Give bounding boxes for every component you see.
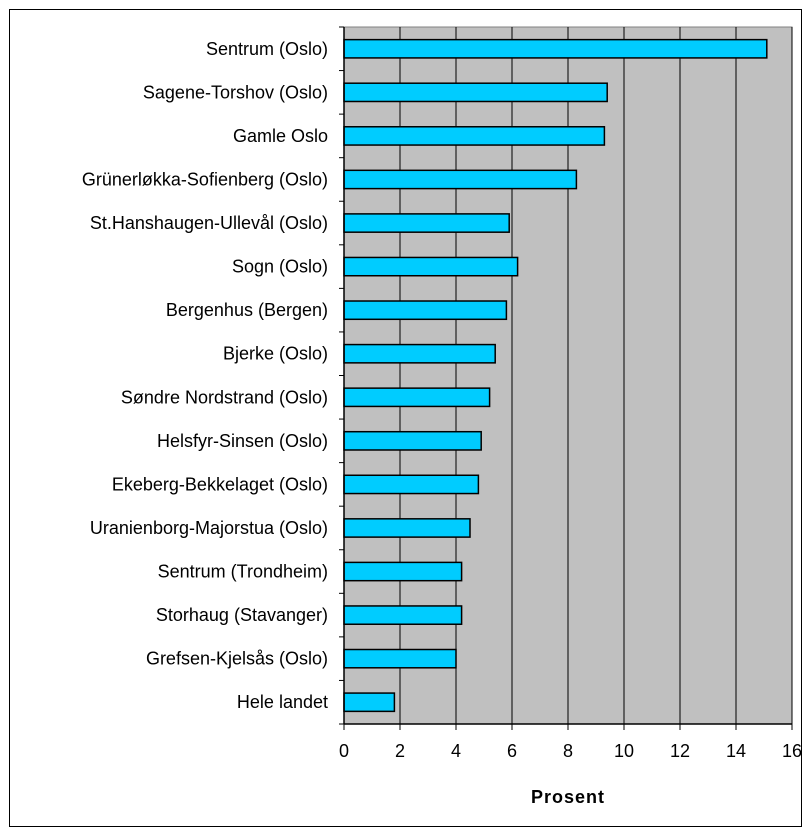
bar — [344, 214, 509, 232]
bar — [344, 83, 607, 101]
x-tick-label: 16 — [782, 741, 802, 761]
bar — [344, 127, 604, 145]
bar — [344, 519, 470, 537]
category-label: Hele landet — [237, 692, 328, 712]
bar — [344, 650, 456, 668]
x-tick-label: 2 — [395, 741, 405, 761]
bar — [344, 432, 481, 450]
category-label: St.Hanshaugen-Ullevål (Oslo) — [90, 213, 328, 233]
x-tick-label: 6 — [507, 741, 517, 761]
bar — [344, 170, 576, 188]
category-label: Sentrum (Trondheim) — [158, 562, 328, 582]
bar — [344, 606, 462, 624]
category-label: Grünerløkka-Sofienberg (Oslo) — [82, 169, 328, 189]
bar — [344, 301, 506, 319]
category-label: Gamle Oslo — [233, 126, 328, 146]
category-labels: Sentrum (Oslo) Sagene-Torshov (Oslo) Gamle… — [82, 39, 328, 712]
x-axis-title: Prosent — [531, 787, 605, 807]
x-tick-label: 8 — [563, 741, 573, 761]
category-label: Sogn (Oslo) — [232, 257, 328, 277]
category-label: Storhaug (Stavanger) — [156, 605, 328, 625]
x-tick-labels: 0 2 4 6 8 10 12 14 16 — [339, 741, 802, 761]
category-label: Bergenhus (Bergen) — [166, 300, 328, 320]
category-label: Helsfyr-Sinsen (Oslo) — [157, 431, 328, 451]
category-label: Søndre Nordstrand (Oslo) — [121, 387, 328, 407]
bar — [344, 693, 394, 711]
category-label: Sentrum (Oslo) — [206, 39, 328, 59]
x-tick-label: 10 — [614, 741, 634, 761]
bar — [344, 345, 495, 363]
x-tick-label: 14 — [726, 741, 746, 761]
x-tick-label: 4 — [451, 741, 461, 761]
x-tick-label: 0 — [339, 741, 349, 761]
bar — [344, 562, 462, 580]
category-label: Uranienborg-Majorstua (Oslo) — [90, 518, 328, 538]
category-label: Sagene-Torshov (Oslo) — [143, 82, 328, 102]
category-label: Bjerke (Oslo) — [223, 344, 328, 364]
bar — [344, 388, 490, 406]
category-label: Ekeberg-Bekkelaget (Oslo) — [112, 474, 328, 494]
bar — [344, 257, 518, 275]
bar — [344, 475, 478, 493]
x-tick-label: 12 — [670, 741, 690, 761]
bar — [344, 40, 767, 58]
category-label: Grefsen-Kjelsås (Oslo) — [146, 649, 328, 669]
